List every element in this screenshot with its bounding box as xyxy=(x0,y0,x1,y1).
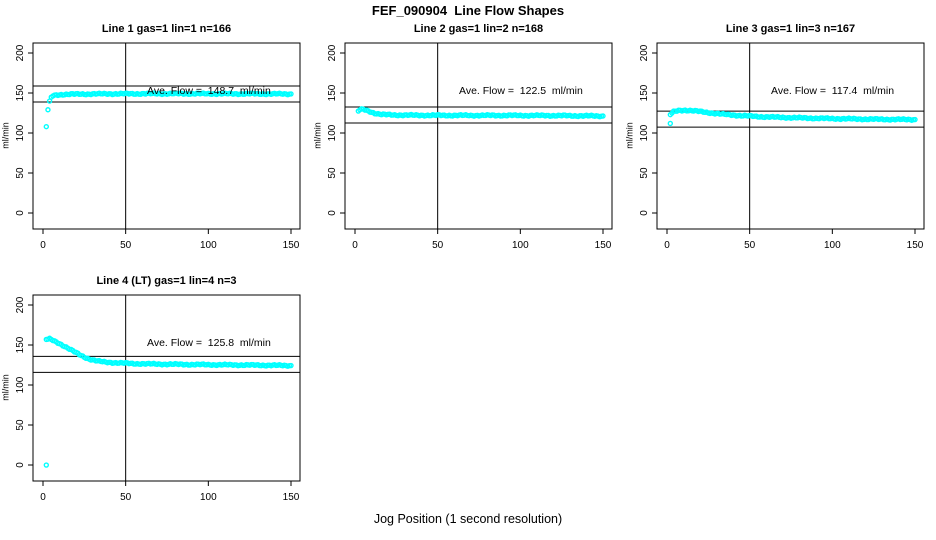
panel-line-2: 0 50 100 150 0 50 100 150 200 Line 2 gas=1 lin=2… xyxy=(312,14,624,266)
ave-flow-annotation-line-4: Ave. Flow = 125.8 ml/min xyxy=(147,337,271,349)
plot-box xyxy=(344,42,613,230)
chart-area-line-3: 0 50 100 150 0 50 100 150 200 xyxy=(639,42,925,251)
x-tick-label: 100 xyxy=(512,240,529,251)
y-tick-label: 0 xyxy=(639,210,650,216)
x-tick-label: 150 xyxy=(907,240,924,251)
y-tick-label: 0 xyxy=(15,462,26,468)
y-tick-label: 0 xyxy=(327,210,338,216)
data-point xyxy=(667,120,674,127)
ave-flow-annotation-line-3: Ave. Flow = 117.4 ml/min xyxy=(771,85,895,97)
y-axis-label-line-2: ml/min xyxy=(312,122,323,149)
y-axis-label-line-1: ml/min xyxy=(0,122,11,149)
y-tick-label: 100 xyxy=(15,124,26,141)
x-tick-label: 100 xyxy=(824,240,841,251)
y-tick-label: 200 xyxy=(15,44,26,61)
chart-area-line-1: 0 50 100 150 0 50 100 150 200 xyxy=(15,42,301,251)
y-tick-label: 50 xyxy=(15,419,26,431)
y-axis-label-line-3: ml/min xyxy=(624,122,635,149)
y-tick-label: 100 xyxy=(639,124,650,141)
y-tick-label: 150 xyxy=(327,84,338,101)
chart-area-line-4: 0 50 100 150 0 50 100 150 200 xyxy=(15,294,301,503)
x-tick-label: 0 xyxy=(664,240,670,251)
y-axis-label-line-4: ml/min xyxy=(0,374,11,401)
x-tick-label: 100 xyxy=(200,492,217,503)
panel-line-3: 0 50 100 150 0 50 100 150 200 Line 3 gas=1 lin=3… xyxy=(624,14,936,266)
data-point xyxy=(912,116,918,123)
plot-box xyxy=(656,42,925,230)
plot-box xyxy=(32,42,301,230)
x-tick-label: 0 xyxy=(40,492,46,503)
y-tick-label: 150 xyxy=(15,84,26,101)
data-point xyxy=(45,107,51,113)
panel-line-1: 0 50 100 150 0 50 100 150 200 Line 1 gas=1 lin=1… xyxy=(0,14,312,266)
data-point xyxy=(43,462,50,468)
x-tick-label: 0 xyxy=(352,240,358,251)
x-tick-label: 50 xyxy=(744,240,756,251)
panel-title-line-2: Line 2 gas=1 lin=2 n=168 xyxy=(413,23,544,35)
data-point xyxy=(43,123,50,130)
y-tick-label: 200 xyxy=(327,44,338,61)
panel-title-line-4: Line 4 (LT) gas=1 lin=4 n=3 xyxy=(96,275,237,287)
panel-title-line-3: Line 3 gas=1 lin=3 n=167 xyxy=(725,23,856,35)
x-tick-label: 0 xyxy=(40,240,46,251)
x-tick-label: 150 xyxy=(283,240,300,251)
y-tick-label: 150 xyxy=(15,336,26,353)
panel-line-4: 0 50 100 150 0 50 100 150 200 Line 4 (LT) gas=1 … xyxy=(0,266,312,518)
y-tick-label: 0 xyxy=(15,210,26,216)
ave-flow-annotation-line-2: Ave. Flow = 122.5 ml/min xyxy=(459,85,583,97)
y-tick-label: 150 xyxy=(639,84,650,101)
x-tick-label: 50 xyxy=(432,240,444,251)
main-title: FEF_090904 Line Flow Shapes xyxy=(371,3,565,18)
data-point xyxy=(600,113,606,119)
ave-flow-annotation-line-1: Ave. Flow = 148.7 ml/min xyxy=(147,85,271,97)
data-point xyxy=(288,91,294,97)
x-tick-label: 50 xyxy=(120,492,132,503)
y-tick-label: 50 xyxy=(327,167,338,179)
y-tick-label: 50 xyxy=(639,167,650,179)
x-tick-label: 150 xyxy=(283,492,300,503)
data-point xyxy=(288,362,294,369)
x-tick-label: 100 xyxy=(200,240,217,251)
y-tick-label: 100 xyxy=(327,124,338,141)
panel-title-line-1: Line 1 gas=1 lin=1 n=166 xyxy=(101,23,232,35)
x-tick-label: 150 xyxy=(595,240,612,251)
chart-area-line-2: 0 50 100 150 0 50 100 150 200 xyxy=(327,42,613,251)
x-tick-label: 50 xyxy=(120,240,132,251)
y-tick-label: 200 xyxy=(639,44,650,61)
y-tick-label: 100 xyxy=(15,376,26,393)
y-tick-label: 50 xyxy=(15,167,26,179)
y-tick-label: 200 xyxy=(15,296,26,313)
plot-box xyxy=(32,294,301,482)
x-axis-label: Jog Position (1 second resolution) xyxy=(373,512,563,526)
